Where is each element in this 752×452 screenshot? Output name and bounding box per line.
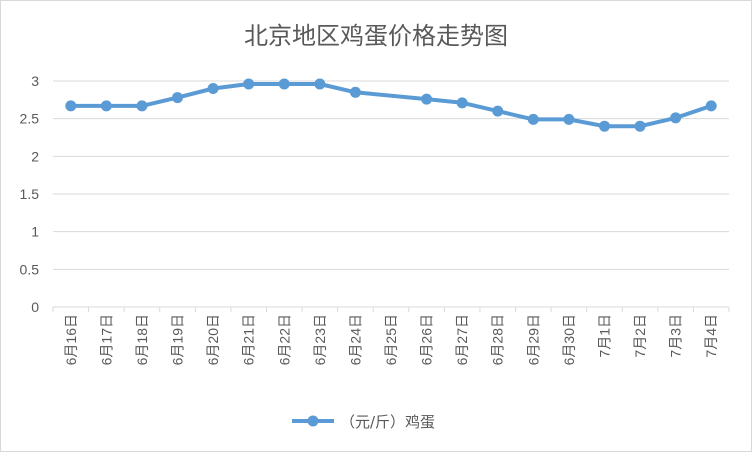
x-tick-label: 6月29日 <box>525 314 541 365</box>
data-point <box>314 78 326 90</box>
data-point <box>100 100 112 112</box>
data-point <box>421 93 433 105</box>
legend-marker <box>307 415 319 427</box>
y-tick-label: 0 <box>31 299 39 315</box>
series-layer <box>65 78 717 132</box>
x-tick-label: 6月22日 <box>276 314 292 365</box>
x-tick-label: 6月18日 <box>134 314 150 365</box>
y-tick-label: 1 <box>31 224 39 240</box>
x-tick-label: 6月27日 <box>454 314 470 365</box>
data-point <box>172 92 184 104</box>
x-tick-label: 7月3日 <box>668 314 684 358</box>
x-tick-label: 6月19日 <box>170 314 186 365</box>
x-tick-label: 7月2日 <box>632 314 648 358</box>
x-tick-label: 7月1日 <box>596 314 612 358</box>
x-tick-label: 6月21日 <box>241 314 257 365</box>
y-tick-label: 2.5 <box>20 111 40 127</box>
series-line <box>68 82 714 129</box>
x-tick-label: 6月30日 <box>561 314 577 365</box>
y-tick-label: 0.5 <box>20 261 40 277</box>
x-tick-label: 6月24日 <box>347 314 363 365</box>
y-tick-label: 3 <box>31 73 39 89</box>
tick-labels: 0 0.5 1 1.5 2 2.5 3 6月16日 6月17日 6月18日 6月19日 6月20日 6月… <box>20 73 720 365</box>
data-point <box>527 113 539 125</box>
data-point <box>563 113 575 125</box>
x-tick-label: 6月23日 <box>312 314 328 365</box>
data-point <box>670 112 682 124</box>
data-point <box>705 100 717 112</box>
data-point <box>65 100 77 112</box>
y-tick-label: 1.5 <box>20 186 40 202</box>
x-tick-label: 6月25日 <box>383 314 399 365</box>
data-point <box>634 120 646 132</box>
legend-label: （元/斤）鸡蛋 <box>340 413 435 431</box>
x-tick-label: 6月16日 <box>63 314 79 365</box>
data-point <box>243 78 255 90</box>
x-tick-label: 6月26日 <box>419 314 435 365</box>
x-tick-label: 6月17日 <box>98 314 114 365</box>
data-point <box>492 105 504 117</box>
data-point <box>207 83 219 95</box>
x-tick-label: 6月28日 <box>490 314 506 365</box>
chart-title: 北京地区鸡蛋价格走势图 <box>244 22 508 50</box>
y-tick-label: 2 <box>31 148 39 164</box>
data-point <box>136 100 148 112</box>
data-point <box>456 97 468 109</box>
legend: （元/斤）鸡蛋 <box>292 413 435 431</box>
data-point <box>349 86 361 98</box>
data-point <box>598 120 610 132</box>
grid-lines <box>53 80 729 270</box>
axes <box>52 306 730 312</box>
x-tick-label: 7月4日 <box>703 314 719 358</box>
x-tick-label: 6月20日 <box>205 314 221 365</box>
data-point <box>278 78 290 90</box>
